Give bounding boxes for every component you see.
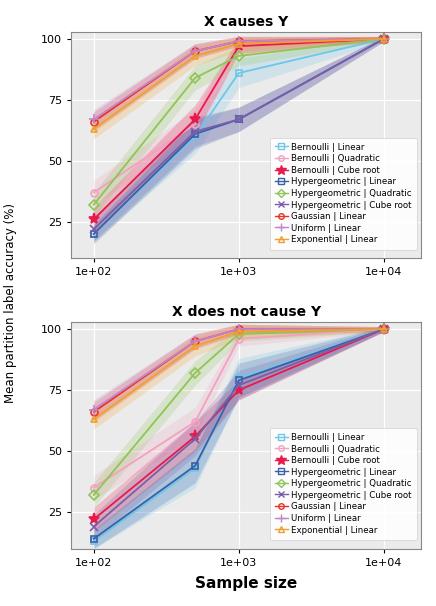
Legend: Bernoulli | Linear, Bernoulli | Quadratic, Bernoulli | Cube root, Hypergeometric: Bernoulli | Linear, Bernoulli | Quadrati… <box>269 138 417 250</box>
Title: X causes Y: X causes Y <box>204 15 288 29</box>
X-axis label: Sample size: Sample size <box>195 576 297 591</box>
Title: X does not cause Y: X does not cause Y <box>171 305 320 319</box>
Text: Mean partition label accuracy (%): Mean partition label accuracy (%) <box>4 203 17 403</box>
Legend: Bernoulli | Linear, Bernoulli | Quadratic, Bernoulli | Cube root, Hypergeometric: Bernoulli | Linear, Bernoulli | Quadrati… <box>269 428 417 540</box>
